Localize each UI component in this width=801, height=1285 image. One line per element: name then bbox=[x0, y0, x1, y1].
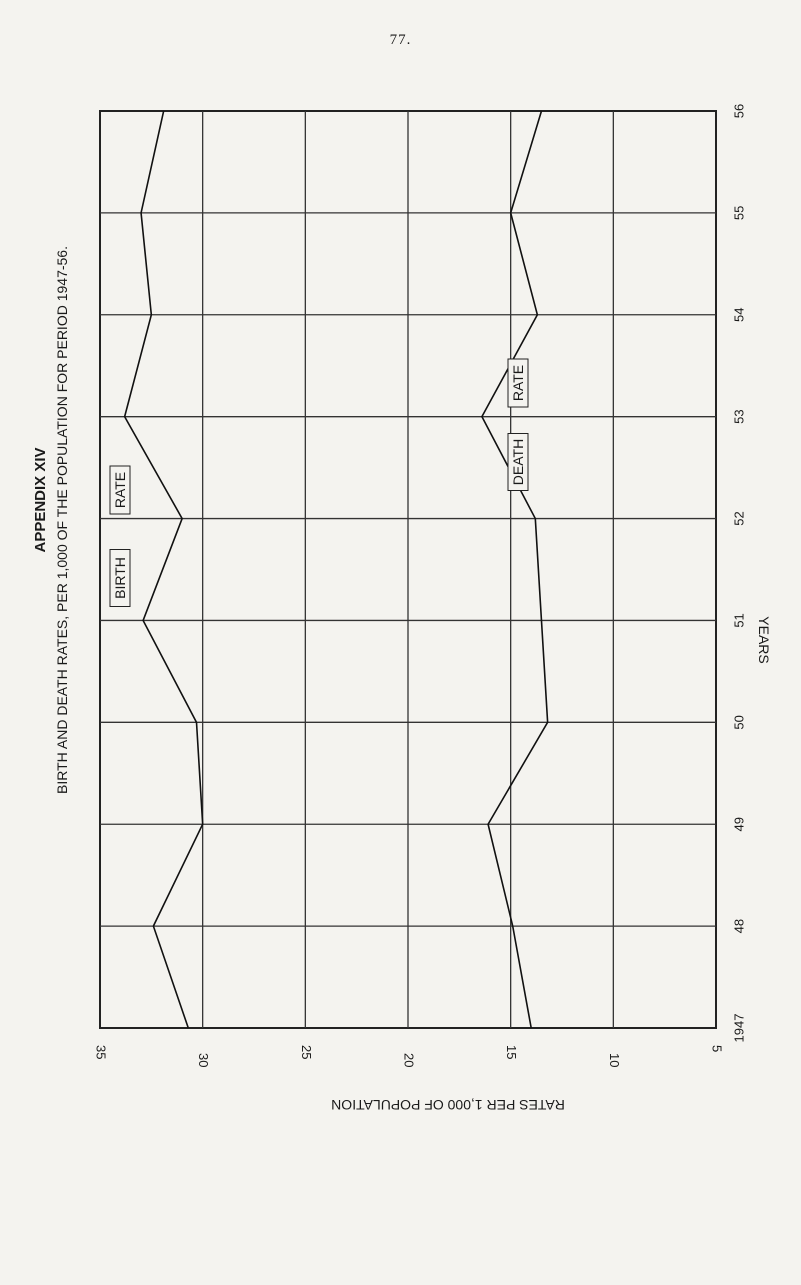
death-rate-label: RATE bbox=[507, 358, 529, 408]
death-label-box bbox=[507, 433, 529, 491]
year-tick-label: 56 bbox=[731, 104, 746, 118]
death-label-text: DEATH bbox=[510, 439, 526, 485]
year-tick-label: 50 bbox=[731, 715, 746, 729]
year-tick-label: 55 bbox=[731, 206, 746, 220]
value-tick-label: 30 bbox=[196, 1053, 211, 1067]
value-tick-label: 10 bbox=[607, 1053, 622, 1067]
year-tick-label: 49 bbox=[731, 817, 746, 831]
death-label: DEATH bbox=[507, 433, 529, 491]
birth-label-box bbox=[109, 549, 131, 607]
series-line-birth-rate bbox=[123, 110, 204, 1029]
birth-rate-label: RATE bbox=[109, 465, 131, 515]
year-tick-label: 54 bbox=[731, 308, 746, 322]
year-tick-label: 48 bbox=[731, 919, 746, 933]
year-tick-label: 53 bbox=[731, 409, 746, 423]
series-line-death-rate bbox=[481, 110, 549, 1029]
value-tick-label: 20 bbox=[402, 1053, 417, 1067]
value-tick-label: 35 bbox=[94, 1045, 109, 1059]
death-rate-label-text: RATE bbox=[510, 365, 526, 401]
value-tick-label: 5 bbox=[710, 1045, 725, 1052]
year-tick-label: 51 bbox=[731, 613, 746, 627]
page-number: 77. bbox=[389, 32, 412, 48]
year-tick-label: 52 bbox=[731, 511, 746, 525]
value-tick-label: 25 bbox=[299, 1045, 314, 1059]
value-tick-label: 15 bbox=[504, 1045, 519, 1059]
birth-rate-label-text: RATE bbox=[112, 472, 128, 508]
birth-rate-label-box bbox=[109, 465, 131, 515]
death-rate-label-box bbox=[507, 358, 529, 408]
birth-label-text: BIRTH bbox=[112, 557, 128, 599]
birth-label: BIRTH bbox=[109, 549, 131, 607]
year-tick-label: 1947 bbox=[731, 1014, 746, 1043]
